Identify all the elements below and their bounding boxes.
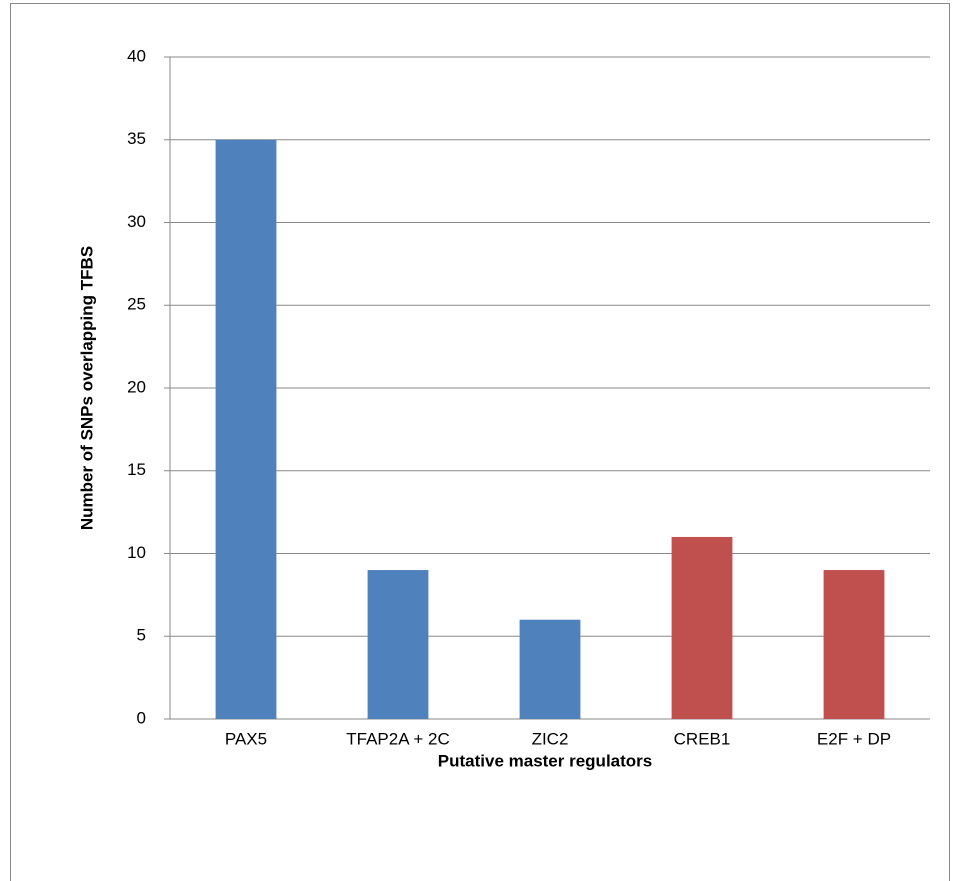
x-tick-label: CREB1 (674, 729, 731, 748)
x-tick-label: ZIC2 (532, 729, 569, 748)
y-tick-label: 5 (137, 626, 146, 645)
x-tick-label: PAX5 (225, 729, 267, 748)
chart-border (11, 4, 950, 881)
y-tick-label: 0 (137, 708, 146, 727)
bar (520, 620, 581, 719)
y-tick-label: 35 (127, 129, 146, 148)
y-tick-label: 10 (127, 543, 146, 562)
chart: Putative master regulators Number of SNP… (0, 0, 954, 881)
y-tick-label: 25 (127, 295, 146, 314)
bar (216, 140, 277, 719)
y-axis-title: Number of SNPs overlapping TFBS (77, 246, 96, 530)
y-tick-label: 40 (127, 46, 146, 65)
y-tick-label: 20 (127, 377, 146, 396)
x-tick-label: E2F + DP (817, 729, 891, 748)
y-tick-label: 15 (127, 460, 146, 479)
x-tick-label: TFAP2A + 2C (346, 729, 449, 748)
y-tick-label: 30 (127, 212, 146, 231)
bar (672, 537, 733, 719)
x-axis-title: Putative master regulators (438, 751, 652, 770)
bar (824, 570, 885, 719)
bar (368, 570, 429, 719)
